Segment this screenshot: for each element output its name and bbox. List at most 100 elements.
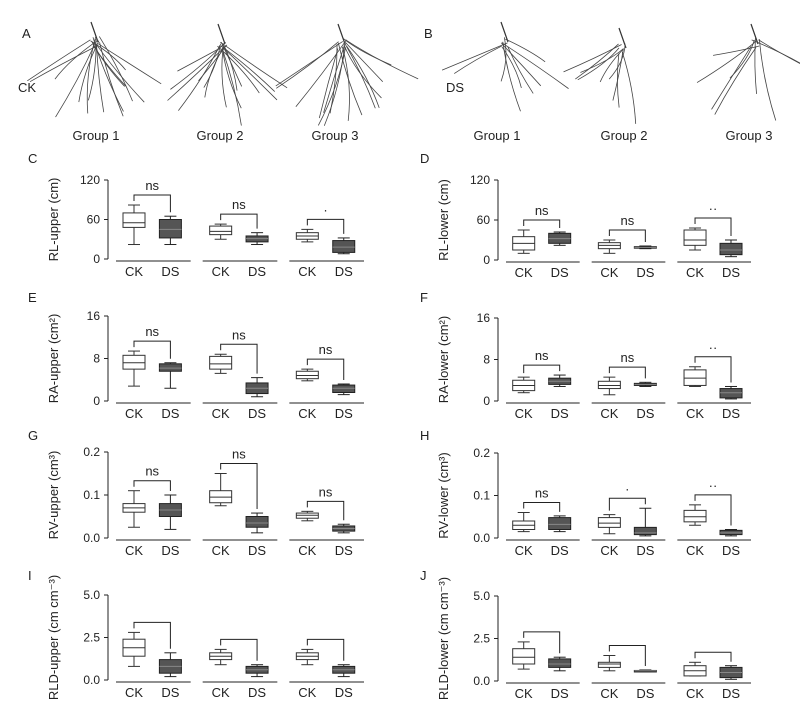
x-tick-label: CK (125, 685, 143, 700)
panel-letter-b: B (424, 26, 433, 41)
root-branch (95, 43, 145, 103)
boxplot-panel-f: F RA-lower (cm²) 0 8 16 CK DS ns CK DS ns CK DS ·· (420, 290, 751, 421)
significance-bracket (133, 480, 171, 491)
row-label-ds: DS (446, 80, 464, 95)
root-branch (204, 45, 225, 98)
y-tick-label: 0.0 (473, 531, 490, 545)
x-tick-label: CK (212, 543, 230, 558)
x-tick-label: DS (335, 264, 353, 279)
significance-label: ns (535, 486, 549, 501)
x-tick-label: DS (722, 543, 740, 558)
root-branch (575, 43, 619, 80)
y-tick-label: 0 (483, 253, 490, 267)
x-tick-label: DS (722, 406, 740, 421)
significance-bracket (694, 356, 732, 383)
x-tick-label: CK (600, 265, 618, 280)
y-axis-label: RLD-lower (cm cm⁻³) (436, 577, 451, 700)
significance-bracket (608, 366, 646, 379)
significance-bracket (523, 364, 561, 374)
box-ds (633, 526, 657, 536)
y-tick-label: 16 (87, 309, 101, 323)
significance-bracket (220, 638, 258, 661)
boxplot-panel-h: H RV-lower (cm³) 0.0 0.1 0.2 CK DS ns CK DS · CK DS ·… (420, 428, 751, 558)
significance-bracket (133, 340, 171, 359)
root-group-label: Group 2 (197, 128, 244, 143)
significance-bracket (306, 218, 345, 234)
significance-label: ns (145, 464, 159, 479)
significance-label: ns (232, 327, 246, 342)
significance-bracket (306, 638, 345, 661)
root-branch (221, 48, 242, 126)
x-tick-label: CK (212, 685, 230, 700)
panel-letter-c: C (28, 151, 37, 166)
root-branch (758, 39, 800, 64)
y-tick-label: 0.0 (83, 673, 100, 687)
root-branch (617, 53, 620, 108)
root-branch (342, 38, 392, 66)
box-ds (719, 242, 743, 256)
x-tick-label: CK (515, 686, 533, 701)
significance-bracket (523, 502, 561, 512)
root-stem (217, 23, 226, 45)
root-branch (222, 49, 242, 109)
panel-letter-g: G (28, 428, 38, 443)
x-tick-label: CK (515, 406, 533, 421)
box-ds (332, 240, 356, 253)
significance-label: ns (620, 350, 634, 365)
y-axis-label: RL-lower (cm) (436, 179, 451, 261)
significance-label: ·· (709, 478, 718, 493)
root-branch (345, 39, 419, 80)
root-branch (97, 43, 162, 85)
root-group-label: Group 1 (73, 128, 120, 143)
x-tick-label: DS (636, 543, 654, 558)
y-tick-label: 0 (93, 394, 100, 408)
root-branch (55, 43, 96, 118)
x-tick-label: DS (551, 406, 569, 421)
x-tick-label: DS (161, 264, 179, 279)
root-branch (276, 41, 339, 89)
x-tick-label: DS (335, 406, 353, 421)
root-branch (27, 39, 91, 82)
significance-label: ns (145, 178, 159, 193)
boxplot-panel-j: J RLD-lower (cm cm⁻³) 0.0 2.5 5.0 CK DS CK DS CK D… (420, 568, 751, 701)
root-branch (90, 40, 126, 71)
y-tick-label: 120 (470, 173, 490, 187)
significance-label: ns (319, 484, 333, 499)
row-label-ck: CK (18, 80, 36, 95)
x-tick-label: DS (248, 406, 266, 421)
y-tick-label: 16 (477, 311, 491, 325)
x-tick-label: DS (551, 686, 569, 701)
root-branch (454, 45, 502, 74)
root-branch (295, 39, 347, 107)
root-branch (507, 46, 534, 94)
root-group-label: Group 1 (474, 128, 521, 143)
y-tick-label: 0.0 (83, 531, 100, 545)
y-tick-label: 0.2 (473, 446, 490, 460)
root-branch (343, 44, 382, 99)
root-branch (341, 46, 350, 121)
y-tick-label: 0.1 (83, 488, 100, 502)
root-stem (337, 23, 346, 45)
root-branch (220, 41, 288, 89)
root-branch (346, 46, 380, 108)
x-tick-label: CK (125, 264, 143, 279)
root-branch (621, 51, 637, 124)
root-branch (696, 41, 756, 83)
significance-bracket (133, 194, 171, 213)
y-axis-label: RL-upper (cm) (46, 178, 61, 262)
significance-label: ns (232, 447, 246, 462)
box-ds (158, 363, 182, 372)
x-tick-label: CK (125, 543, 143, 558)
y-tick-label: 2.5 (473, 632, 490, 646)
root-branch (203, 43, 221, 88)
boxplot-panel-d: D RL-lower (cm) 0 60 120 CK DS ns CK DS ns CK DS ·· (420, 151, 751, 280)
box-ds (548, 517, 572, 530)
x-tick-label: DS (161, 543, 179, 558)
significance-label: ·· (709, 201, 718, 216)
significance-label: ns (620, 213, 634, 228)
y-tick-label: 0.0 (473, 674, 490, 688)
box-ck (683, 509, 707, 523)
significance-label: ns (535, 203, 549, 218)
root-drawings-ck (27, 21, 419, 126)
root-branch (501, 42, 569, 89)
